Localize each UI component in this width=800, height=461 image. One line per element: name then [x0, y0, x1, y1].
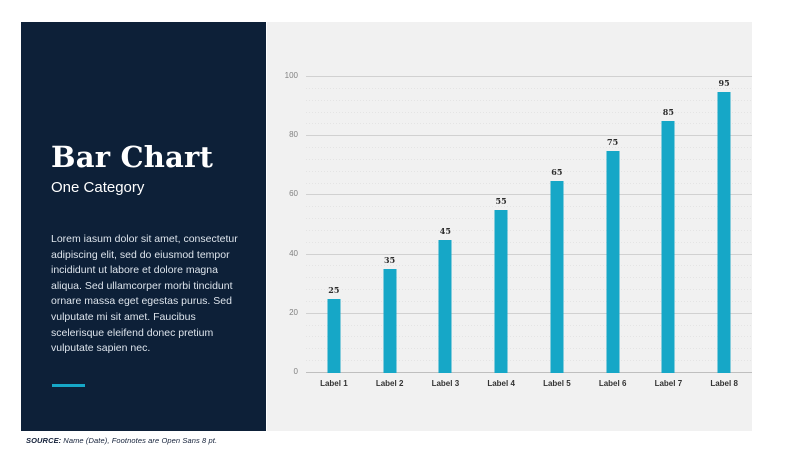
bar-value-label: 95: [718, 77, 730, 88]
minor-gridline: [306, 170, 752, 172]
bar: [327, 299, 341, 373]
bar: [494, 210, 508, 373]
minor-gridline: [306, 111, 752, 113]
bar-value-label: 35: [384, 255, 396, 266]
sidebar-body-text: Lorem iasum dolor sit amet, consectetur …: [51, 233, 238, 355]
bars-layer: 25 35 45 55 65 75 85 95: [306, 77, 752, 373]
bar-value-label: 45: [439, 225, 451, 236]
footer-source: SOURCE: Name (Date), Footnotes are Open S…: [26, 436, 217, 445]
sidebar: Bar Chart One Category Lorem iasum dolor…: [21, 22, 266, 431]
minor-gridline: [306, 218, 752, 220]
y-axis-tick-label: 100: [284, 71, 298, 80]
bar-value-label: 85: [662, 107, 674, 118]
bar-slot: 65: [529, 77, 585, 373]
minor-gridline: [306, 336, 752, 338]
minor-gridline: [306, 289, 752, 291]
slide-subtitle: One Category: [51, 179, 145, 196]
major-gridline: [306, 253, 752, 255]
bar-slot: 85: [641, 77, 697, 373]
slide-title: Bar Chart: [51, 140, 214, 174]
y-axis-tick-label: 80: [289, 130, 298, 140]
minor-gridline: [306, 300, 752, 302]
minor-gridline: [306, 241, 752, 243]
major-gridline: [306, 76, 752, 77]
minor-gridline: [306, 158, 752, 160]
bar-value-label: 65: [551, 166, 563, 177]
minor-gridline: [306, 265, 752, 267]
minor-gridline: [306, 324, 752, 326]
bar-value-label: 55: [495, 196, 507, 207]
minor-gridline: [306, 206, 752, 208]
bar-slot: 25: [306, 77, 362, 373]
x-axis-label: Label 4: [487, 379, 515, 388]
source-label: SOURCE:: [26, 436, 62, 445]
bar: [438, 239, 452, 373]
major-gridline: [306, 135, 752, 137]
accent-dash: [52, 383, 85, 387]
x-axis-labels: Label 1 Label 2 Label 3 Label 4 Label 5 Label…: [306, 379, 752, 388]
y-axis-tick-label: 20: [289, 307, 298, 317]
source-text: Name (Date), Footnotes are Open Sans 8 p…: [63, 436, 218, 445]
x-axis-label: Label 1: [320, 379, 348, 388]
minor-gridline: [306, 348, 752, 350]
y-axis-tick-label: 0: [293, 367, 298, 376]
minor-gridline: [306, 147, 752, 149]
bar-slot: 35: [362, 77, 418, 373]
minor-gridline: [306, 277, 752, 279]
x-axis-label: Label 5: [543, 379, 571, 388]
x-axis-label: Label 6: [598, 379, 627, 388]
minor-gridline: [306, 87, 752, 89]
bar-chart: 0 20 40 60 80 100 25 35 45 55 65 75 85 95 Label 1 Lab…: [285, 71, 752, 388]
bar-slot: 45: [418, 77, 474, 373]
minor-gridline: [306, 229, 752, 231]
chart-panel: 0 20 40 60 80 100 25 35 45 55 65 75 85 95 Label 1 Lab…: [267, 22, 752, 431]
minor-gridline: [306, 182, 752, 184]
bar: [717, 91, 731, 373]
x-axis-label: Label 7: [654, 379, 683, 388]
bar-slot: 75: [585, 77, 641, 373]
minor-gridline: [306, 123, 752, 125]
x-axis-baseline: [306, 372, 752, 373]
bar-value-label: 75: [607, 137, 619, 147]
y-axis-tick-label: 40: [289, 248, 298, 258]
minor-gridline: [306, 360, 752, 362]
bar: [383, 269, 397, 373]
bar: [606, 151, 620, 373]
major-gridline: [306, 312, 752, 314]
bar-slot: 95: [696, 77, 752, 373]
x-axis-label: Label 3: [431, 379, 460, 388]
bar-value-label: 25: [328, 285, 340, 295]
bar: [661, 121, 675, 373]
bar: [550, 180, 564, 373]
bar-slot: 55: [473, 77, 529, 373]
x-axis-label: Label 8: [710, 379, 738, 388]
major-gridline: [306, 194, 752, 196]
x-axis-label: Label 2: [375, 379, 404, 388]
y-axis-tick-label: 60: [289, 189, 298, 199]
minor-gridline: [306, 99, 752, 101]
